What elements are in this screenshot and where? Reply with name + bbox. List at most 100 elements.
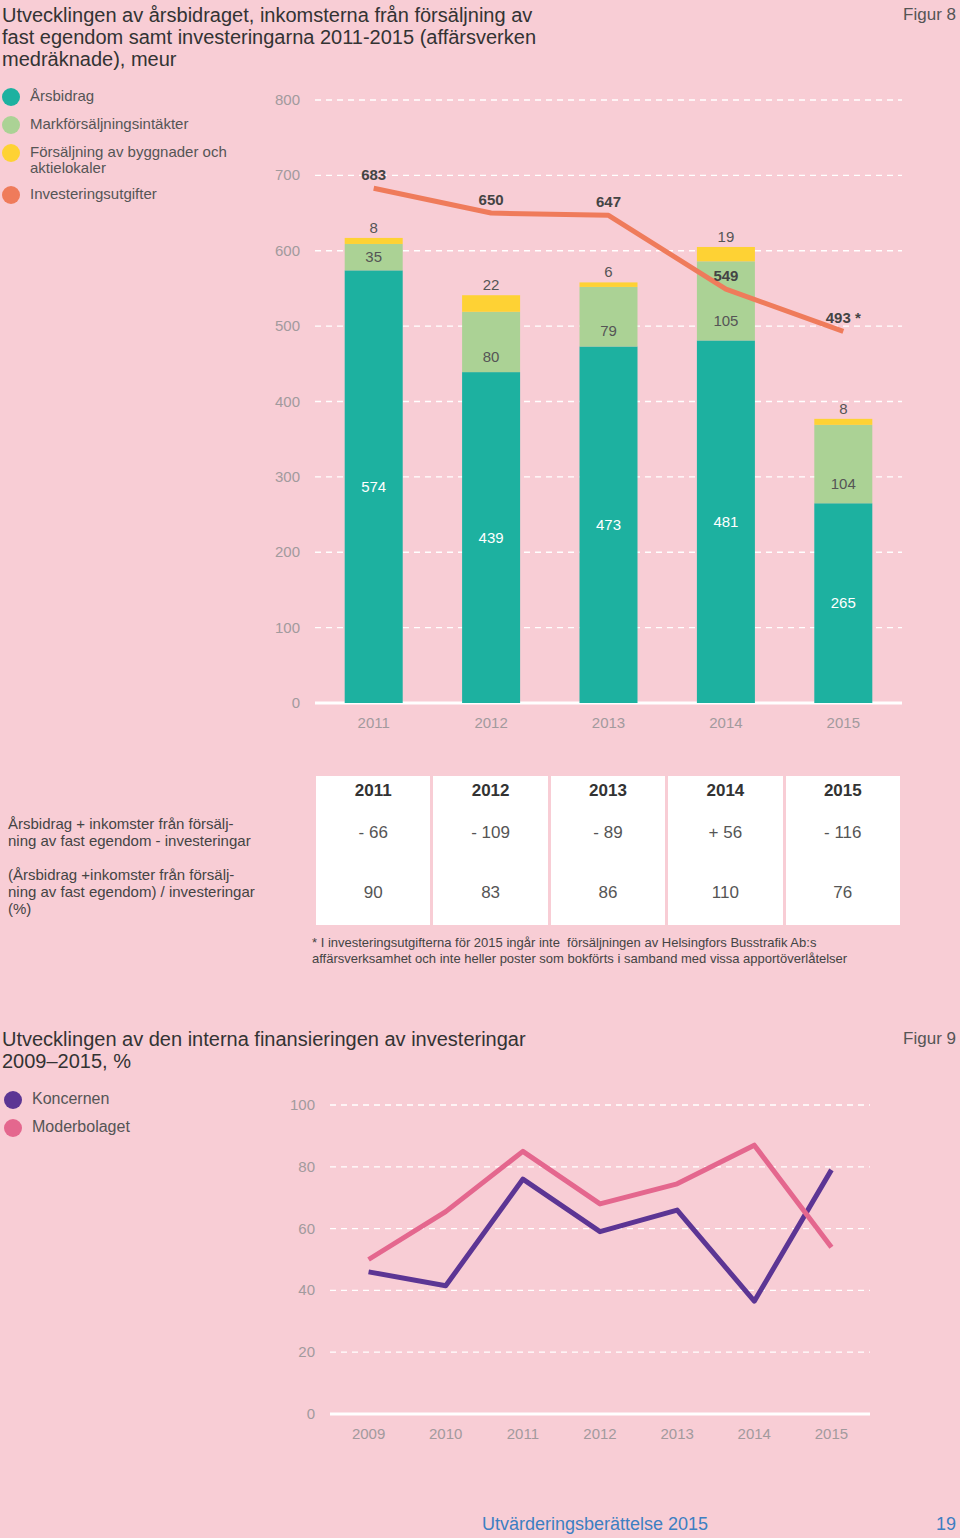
bar-segment — [462, 372, 520, 703]
legend-item: Investeringsutgifter — [2, 186, 262, 204]
y-tick-label: 20 — [298, 1343, 315, 1360]
bar-segment — [697, 261, 755, 340]
grid-line — [315, 250, 902, 251]
table-header: 2012 — [433, 781, 547, 801]
x-tick-label: 2010 — [429, 1425, 462, 1442]
line-series — [374, 188, 844, 331]
figure-label: Figur 9 — [903, 1028, 956, 1050]
bar-segment — [462, 295, 520, 312]
bar-segment — [345, 238, 403, 244]
bar-segment — [462, 312, 520, 372]
line-series — [369, 1145, 832, 1259]
footer-text: Utvärderingsberättelse 2015 — [395, 1513, 795, 1535]
grid-line — [330, 1104, 870, 1105]
legend-item: Koncernen — [4, 1091, 264, 1109]
x-tick-label: 2013 — [660, 1425, 693, 1442]
legend-swatch — [2, 144, 20, 162]
data-label: 80 — [483, 348, 500, 365]
legend-item: Årsbidrag — [2, 88, 262, 106]
grid-line — [315, 175, 902, 176]
y-tick-label: 0 — [292, 694, 300, 711]
table-cell: - 109 — [433, 824, 547, 842]
grid-line — [330, 1166, 870, 1167]
legend-label: Försäljning av byggnader och aktielokale… — [30, 144, 255, 176]
axes: 0100200300400500600700800201120122013201… — [275, 91, 902, 731]
row-label: (Årsbidrag +inkomster från försälj- — [8, 866, 234, 884]
y-tick-label: 400 — [275, 393, 300, 410]
table-cell: 110 — [668, 884, 782, 902]
bar-segment — [580, 287, 638, 347]
x-tick-label: 2009 — [352, 1425, 385, 1442]
y-tick-label: 60 — [298, 1220, 315, 1237]
table-cell: 86 — [551, 884, 665, 902]
grid-line — [330, 1290, 870, 1291]
legend-item: Försäljning av byggnader och aktielokale… — [2, 144, 262, 176]
bar-segment — [697, 340, 755, 703]
legend-label: Investeringsutgifter — [30, 186, 255, 202]
y-tick-label: 600 — [275, 242, 300, 259]
footnote: * I investeringsutgifterna för 2015 ingå… — [312, 935, 816, 951]
grid-line — [315, 99, 902, 100]
legend-swatch — [4, 1091, 22, 1109]
x-tick-label: 2012 — [583, 1425, 616, 1442]
data-label: 105 — [713, 312, 738, 329]
table-cell: + 56 — [668, 824, 782, 842]
table-header: 2014 — [668, 781, 782, 801]
table-cell: 76 — [786, 884, 900, 902]
axes: 0204060801002009201020112012201320142015 — [290, 1096, 870, 1442]
row-label: ning av fast egendom) / investeringar — [8, 883, 255, 901]
table-cell: - 116 — [786, 824, 900, 842]
bar-segment — [345, 244, 403, 270]
y-tick-label: 800 — [275, 91, 300, 108]
data-label: 19 — [718, 228, 735, 245]
figure-label: Figur 8 — [903, 4, 956, 26]
baseline — [330, 1413, 870, 1416]
chart-title: Utvecklingen av årsbidraget, inkomsterna… — [2, 4, 536, 70]
legend-swatch — [4, 1119, 22, 1137]
y-tick-label: 200 — [275, 543, 300, 560]
plot-area — [369, 1145, 832, 1301]
x-tick-label: 2012 — [474, 714, 507, 731]
bar-segment — [580, 346, 638, 703]
grid-line — [330, 1352, 870, 1353]
data-label: 439 — [479, 529, 504, 546]
legend-swatch — [2, 88, 20, 106]
data-label: 481 — [713, 513, 738, 530]
table-cell: - 89 — [551, 824, 665, 842]
y-tick-label: 500 — [275, 317, 300, 334]
page-number: 19 — [936, 1513, 956, 1535]
data-label: 104 — [831, 475, 856, 492]
data-label: 8 — [370, 219, 378, 236]
x-tick-label: 2015 — [815, 1425, 848, 1442]
bar-segment — [580, 282, 638, 287]
data-label: 473 — [596, 516, 621, 533]
y-tick-label: 100 — [290, 1096, 315, 1113]
table-header: 2013 — [551, 781, 665, 801]
footnote: affärsverksamhet och inte heller poster … — [312, 951, 847, 967]
table-header: 2015 — [786, 781, 900, 801]
legend-swatch — [2, 186, 20, 204]
bar-segment — [814, 419, 872, 425]
x-tick-label: 2014 — [738, 1425, 771, 1442]
bar-segment — [345, 270, 403, 703]
plot-area — [345, 188, 873, 703]
table-cell: - 66 — [316, 824, 430, 842]
data-label: 574 — [361, 478, 386, 495]
y-tick-label: 300 — [275, 468, 300, 485]
table-header: 2011 — [316, 781, 430, 801]
legend-swatch — [2, 116, 20, 134]
data-label: 650 — [479, 191, 504, 208]
y-tick-label: 40 — [298, 1281, 315, 1298]
legend: KoncernenModerbolaget — [4, 1091, 264, 1147]
data-label: 8 — [839, 400, 847, 417]
data-label: 683 — [361, 166, 386, 183]
legend-label: Koncernen — [32, 1091, 257, 1107]
line-series — [369, 1170, 832, 1301]
legend-item: Markförsäljningsintäkter — [2, 116, 262, 134]
legend-label: Markförsäljningsintäkter — [30, 116, 255, 132]
data-label: 22 — [483, 276, 500, 293]
x-tick-label: 2015 — [827, 714, 860, 731]
x-tick-label: 2011 — [507, 1425, 539, 1442]
data-label: 493 * — [826, 309, 861, 326]
x-tick-label: 2011 — [358, 714, 390, 731]
